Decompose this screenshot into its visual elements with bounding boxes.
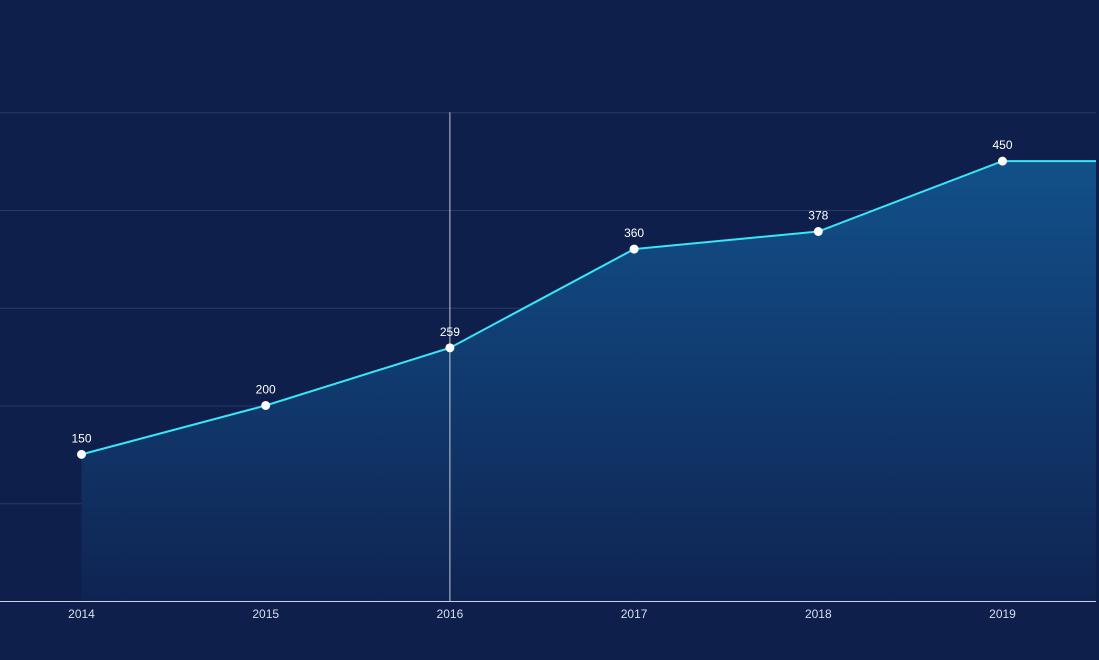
data-point-2015[interactable] — [261, 401, 271, 410]
data-point-2017[interactable] — [629, 244, 639, 254]
data-points — [77, 156, 1007, 459]
x-tick-label-2015: 2015 — [252, 607, 279, 621]
data-point-2014[interactable] — [77, 449, 86, 459]
x-axis-ticks: 2014 2015 2016 2017 2018 2019 — [68, 607, 1016, 621]
x-tick-label-2018: 2018 — [805, 607, 832, 621]
data-label-2019: 450 — [992, 138, 1012, 152]
data-label-2016: 259 — [440, 325, 460, 339]
data-point-2018[interactable] — [813, 227, 823, 237]
series-area-fill — [81, 161, 1096, 601]
data-point-2016[interactable] — [445, 343, 455, 353]
data-labels: 150 200 259 360 378 450 — [71, 138, 1012, 445]
data-label-2018: 378 — [808, 209, 828, 223]
x-tick-label-2017: 2017 — [621, 607, 648, 621]
x-tick-label-2019: 2019 — [989, 607, 1016, 621]
data-point-2019[interactable] — [998, 156, 1007, 166]
x-tick-label-2016: 2016 — [437, 607, 464, 621]
data-label-2014: 150 — [71, 431, 91, 445]
data-label-2015: 200 — [256, 383, 276, 397]
x-tick-label-2014: 2014 — [68, 607, 95, 621]
data-label-2017: 360 — [624, 226, 644, 240]
